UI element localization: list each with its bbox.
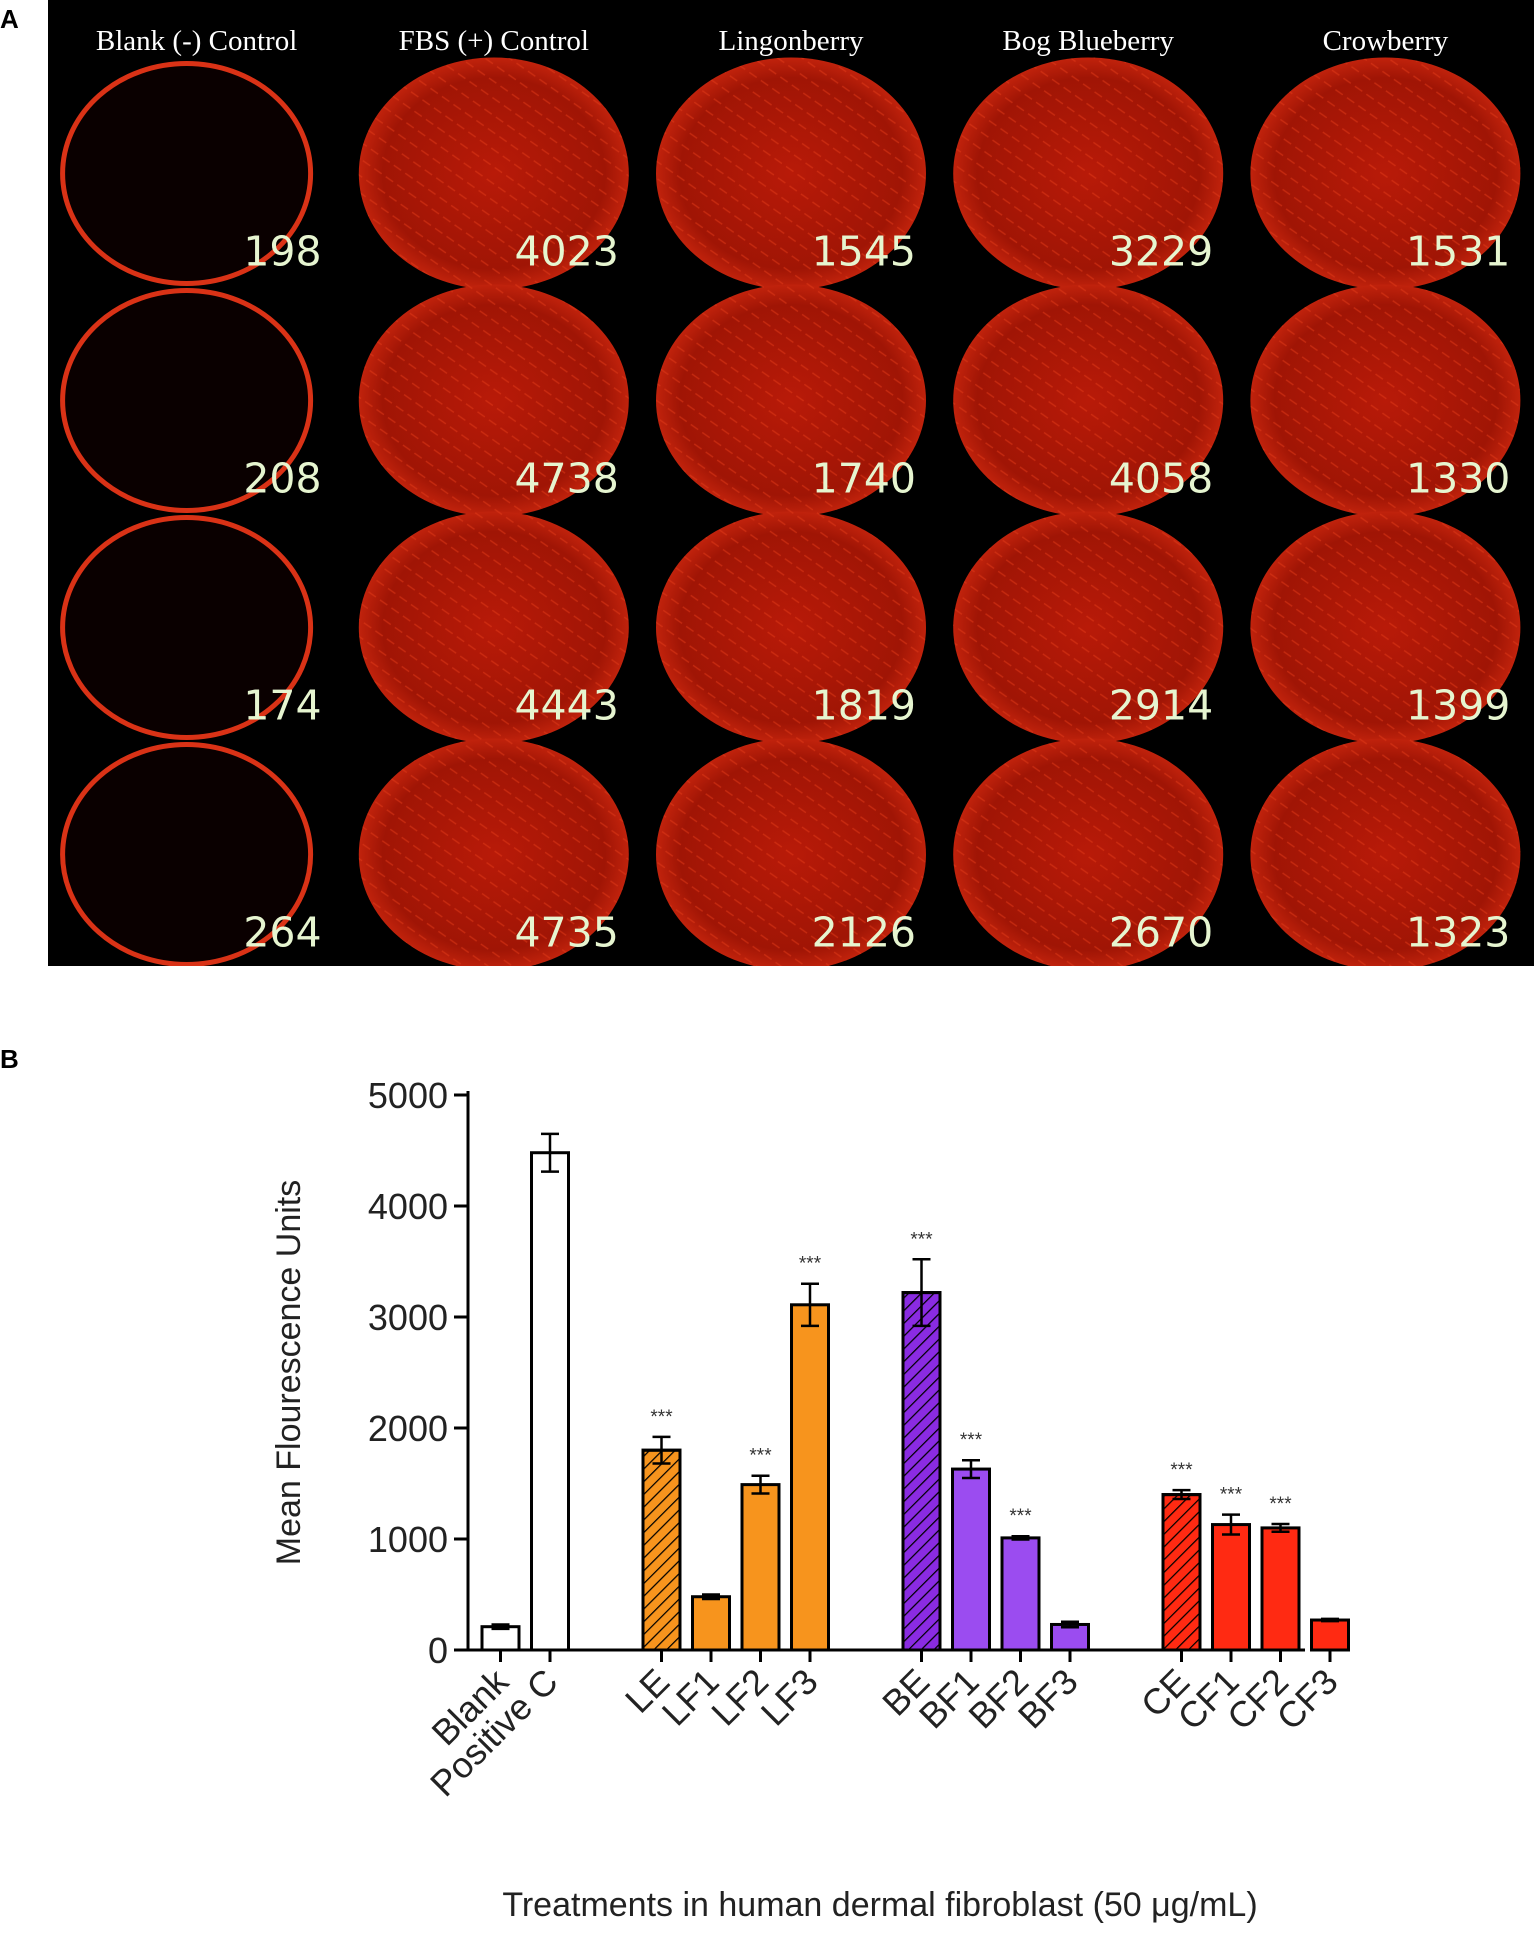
well-image <box>60 742 314 967</box>
bar <box>1211 1523 1251 1652</box>
well-image <box>60 288 314 513</box>
x-tick-label: LF3 <box>753 1661 826 1734</box>
y-tick-label: 5000 <box>368 1075 448 1116</box>
well-texture <box>953 57 1224 290</box>
column-header: Crowberry <box>1323 25 1449 57</box>
x-tick-label: BF3 <box>1010 1661 1086 1737</box>
well-fluorescence-value: 1323 <box>1406 909 1510 957</box>
significance-marker: *** <box>749 1446 772 1467</box>
well-fluorescence-value: 1740 <box>812 455 916 503</box>
y-axis-label: Mean Flourescence Units <box>270 1180 308 1566</box>
well-fluorescence-value: 174 <box>243 682 321 730</box>
well-texture <box>1250 57 1521 290</box>
well-texture <box>1250 738 1521 971</box>
panel-a-letter: A <box>0 4 19 34</box>
bar-hatch <box>641 1448 682 1652</box>
bar-hatch <box>901 1291 942 1652</box>
significance-marker: *** <box>1269 1494 1292 1515</box>
bar <box>1310 1618 1350 1652</box>
well-fluorescence-value: 264 <box>243 909 321 957</box>
well-fluorescence-value: 2914 <box>1109 682 1213 730</box>
well-fluorescence-value: 2670 <box>1109 909 1213 957</box>
well-fluorescence-value: 4738 <box>514 455 618 503</box>
significance-marker: *** <box>910 1229 933 1250</box>
well-texture <box>1250 284 1521 517</box>
bar <box>790 1303 830 1652</box>
y-tick-label: 1000 <box>368 1519 448 1560</box>
column-header: Lingonberry <box>719 25 864 57</box>
well-fluorescence-value: 3229 <box>1109 228 1213 276</box>
well-texture <box>953 284 1224 517</box>
well-texture <box>358 511 629 744</box>
bar-chart-svg: 0 1000 2000 3000 4000 5000 Mean Flourescence U… <box>270 1075 1350 1924</box>
well-fluorescence-value: 1399 <box>1406 682 1510 730</box>
bar <box>951 1467 991 1652</box>
well-image <box>60 61 314 286</box>
fluorescence-image-grid: Blank (-) Control FBS (+) Control Lingonbe… <box>48 0 1534 971</box>
well-texture <box>358 738 629 971</box>
well-image <box>60 515 314 740</box>
significance-marker: *** <box>1220 1485 1243 1506</box>
well-texture <box>656 511 926 744</box>
well-fluorescence-value: 4735 <box>514 909 618 957</box>
significance-marker: *** <box>1009 1506 1032 1527</box>
y-tick-label: 3000 <box>368 1297 448 1338</box>
bar-hatch <box>1161 1493 1202 1652</box>
well-fluorescence-value: 1819 <box>812 682 916 730</box>
well-images: Blank (-) Control FBS (+) Control Lingonbe… <box>60 25 1521 971</box>
well-fluorescence-value: 208 <box>243 455 321 503</box>
bar <box>530 1151 570 1652</box>
y-tick-label: 4000 <box>368 1186 448 1227</box>
significance-marker: *** <box>1170 1460 1193 1481</box>
bar <box>1260 1526 1301 1652</box>
bar <box>480 1625 521 1652</box>
well-fluorescence-value: 1330 <box>1406 455 1510 503</box>
well-texture <box>656 738 926 971</box>
x-tick-label: CF3 <box>1269 1661 1346 1738</box>
well-texture <box>1250 511 1521 744</box>
well-fluorescence-value: 1531 <box>1406 228 1510 276</box>
well-fluorescence-value: 4058 <box>1109 455 1213 503</box>
well-fluorescence-value: 4443 <box>514 682 618 730</box>
column-header: Blank (-) Control <box>96 25 297 57</box>
column-header: Bog Blueberry <box>1002 25 1174 57</box>
well-fluorescence-value: 198 <box>243 228 321 276</box>
well-texture <box>358 57 629 290</box>
well-texture <box>358 284 629 517</box>
well-texture <box>953 738 1224 971</box>
well-fluorescence-value: 2126 <box>812 909 916 957</box>
bar <box>740 1483 781 1652</box>
well-texture <box>656 57 926 290</box>
significance-marker: *** <box>799 1254 822 1275</box>
significance-marker: *** <box>650 1407 673 1428</box>
well-texture <box>656 284 926 517</box>
bar-chart: 0 1000 2000 3000 4000 5000 Mean Flourescence U… <box>0 1030 1535 1936</box>
significance-marker: *** <box>960 1430 983 1451</box>
y-tick-label: 2000 <box>368 1408 448 1449</box>
column-header: FBS (+) Control <box>399 25 589 57</box>
well-texture <box>953 511 1224 744</box>
well-fluorescence-value: 4023 <box>514 228 618 276</box>
bar <box>691 1595 731 1652</box>
bar <box>1000 1536 1041 1652</box>
y-tick-label: 0 <box>428 1630 448 1671</box>
well-fluorescence-value: 1545 <box>812 228 916 276</box>
x-axis-label: Treatments in human dermal fibroblast (5… <box>502 1886 1257 1924</box>
panel-b-letter: B <box>0 1044 19 1074</box>
